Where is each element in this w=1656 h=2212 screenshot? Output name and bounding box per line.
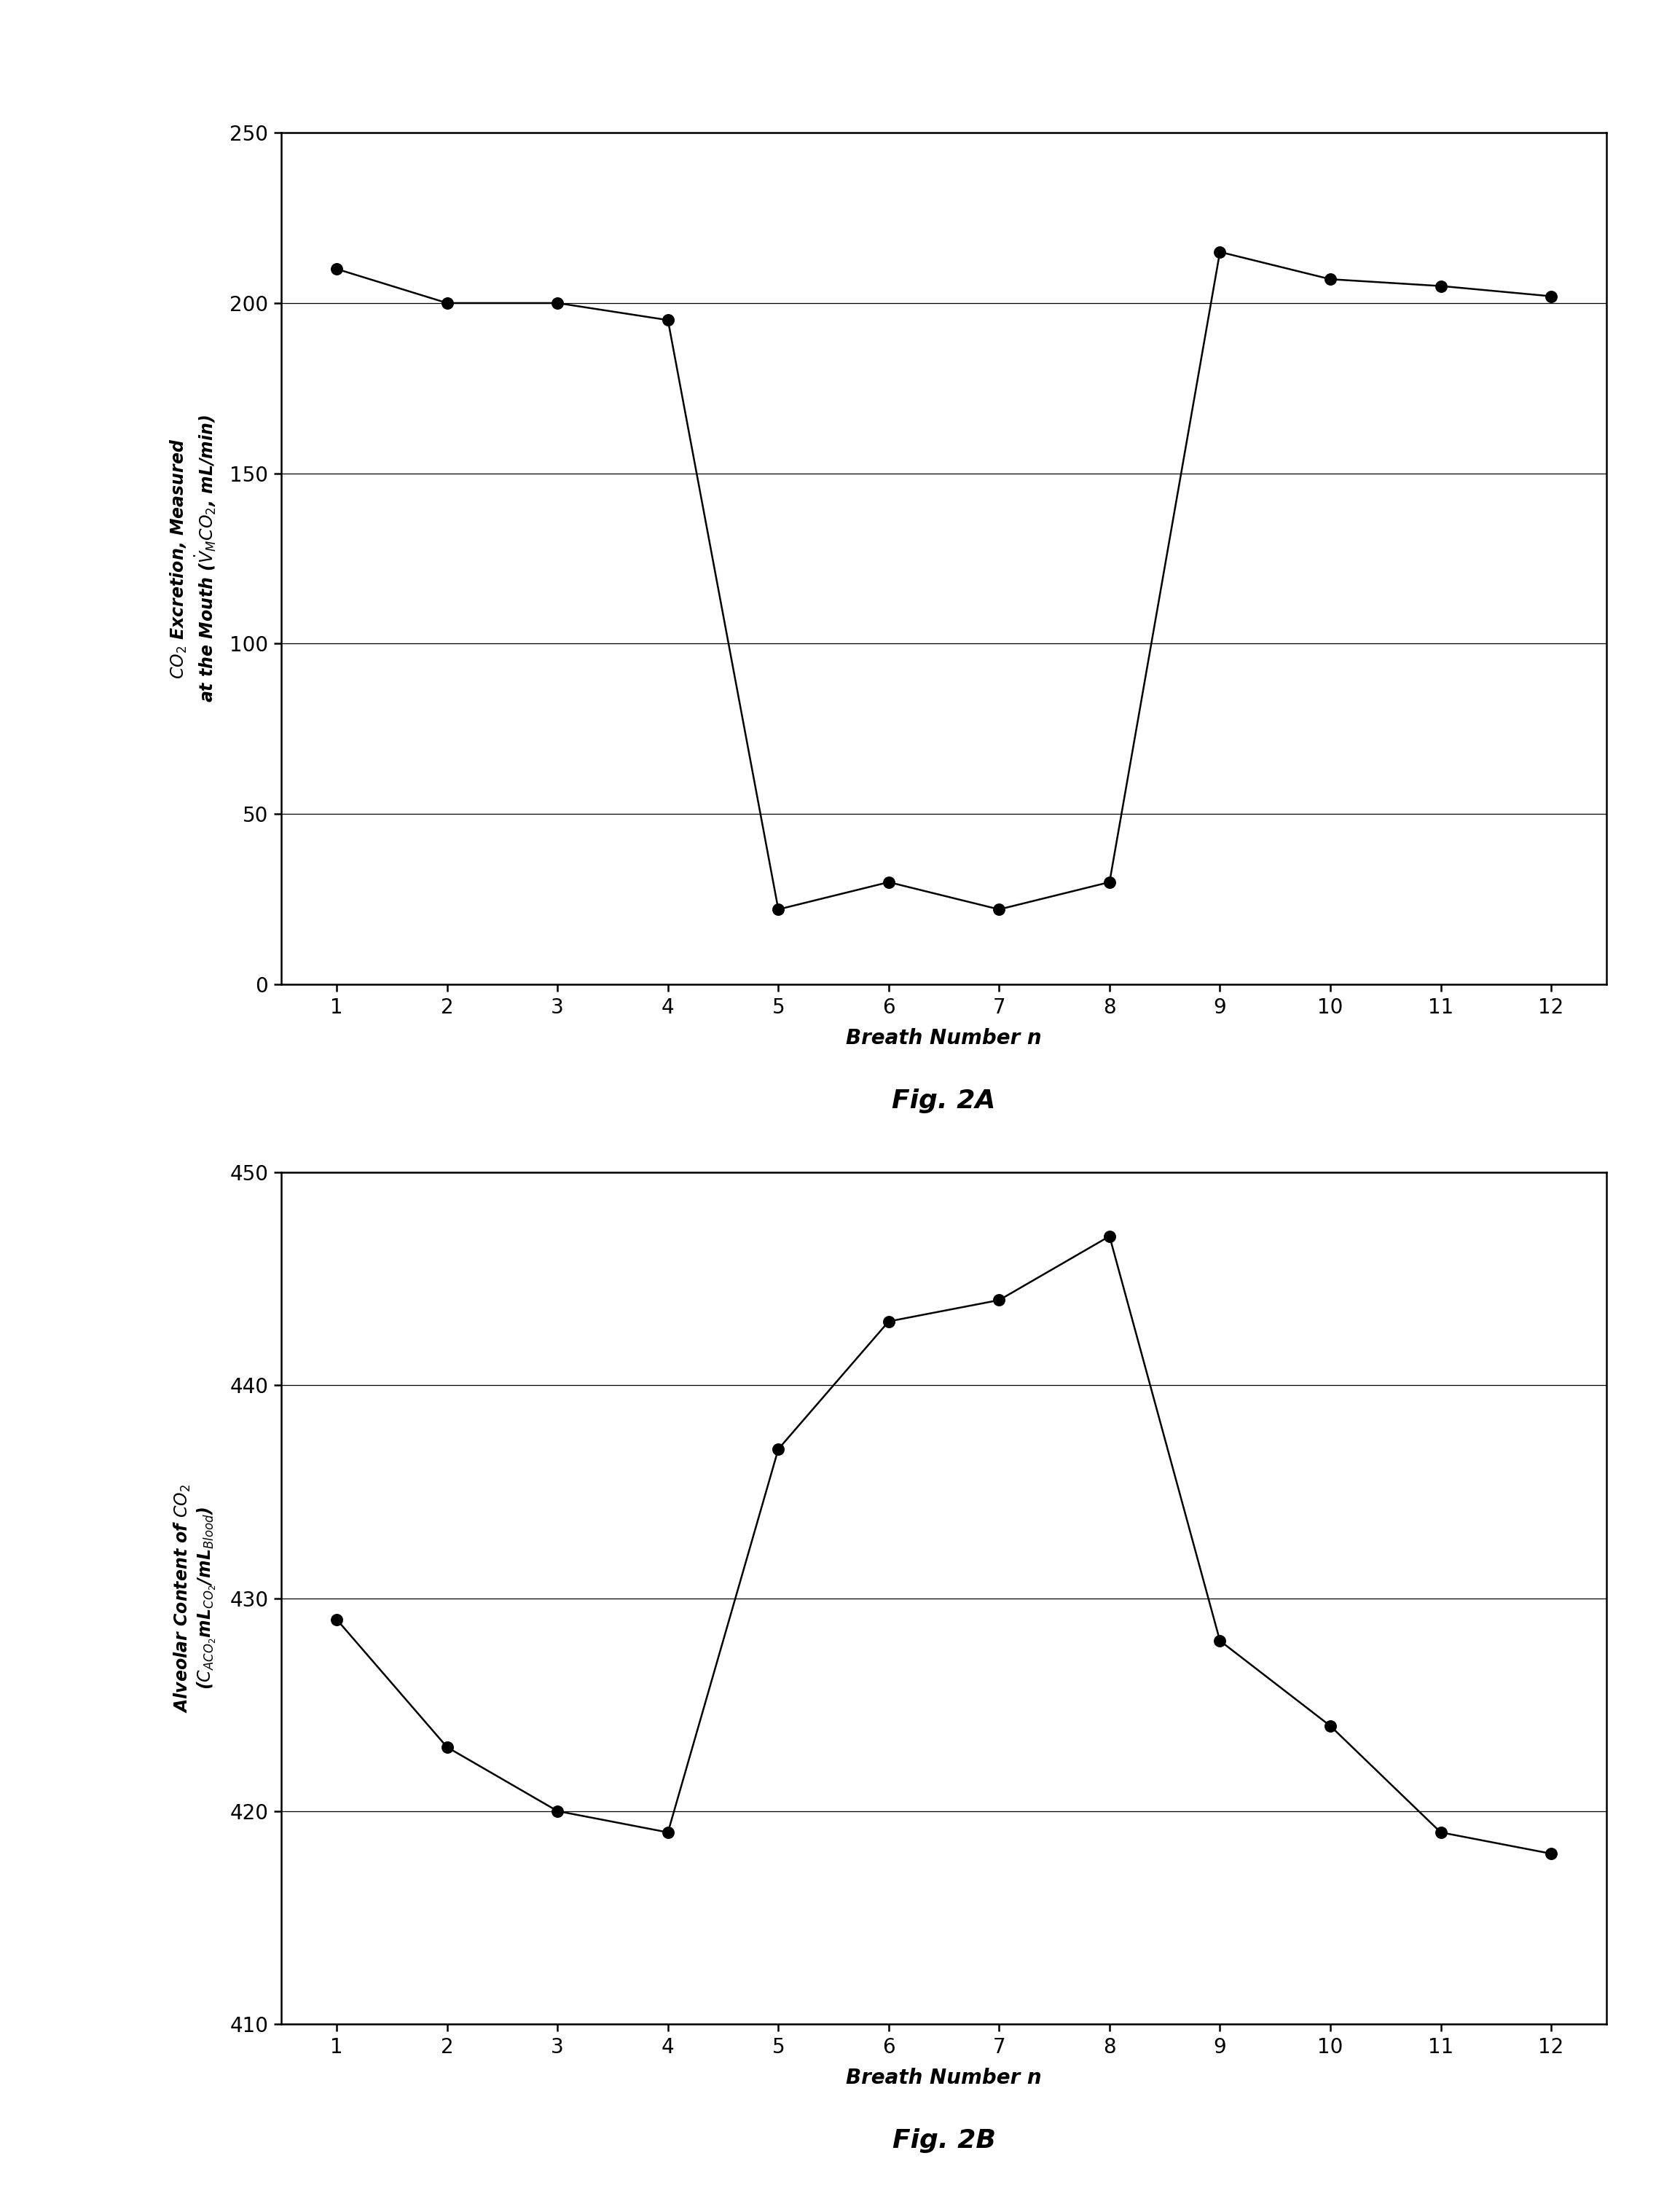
X-axis label: Breath Number n: Breath Number n [846, 2068, 1042, 2088]
Y-axis label: Alveolar Content of $\mathit{CO_2}$
($\mathit{C_{ACO_2}}$mL$_{CO_2}$/mL$_{Blood}: Alveolar Content of $\mathit{CO_2}$ ($\m… [172, 1484, 217, 1712]
X-axis label: Breath Number n: Breath Number n [846, 1029, 1042, 1048]
Text: Fig. 2A: Fig. 2A [893, 1088, 995, 1113]
Y-axis label: $\mathit{CO_2}$ Excretion, Measured
at the Mouth ($\mathit{\dot{V}_{M}CO_2}$, mL: $\mathit{CO_2}$ Excretion, Measured at t… [169, 414, 217, 703]
Text: Fig. 2B: Fig. 2B [893, 2128, 995, 2152]
